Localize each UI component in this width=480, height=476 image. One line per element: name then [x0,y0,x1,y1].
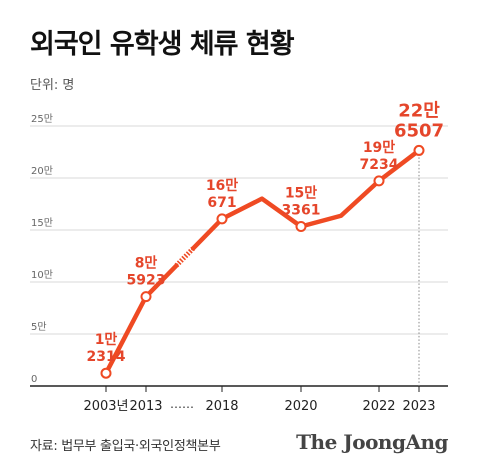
data-point [413,144,425,156]
y-tick-label: 20만 [31,165,53,177]
data-point [295,221,307,233]
series-break-segment [174,246,195,268]
data-label: 19만 [363,140,395,156]
data-label: 22만 [398,100,440,121]
data-label: 3361 [282,203,321,219]
x-tick-label: 2022 [362,399,395,414]
data-label: 6507 [394,120,444,141]
chart-title: 외국인 유학생 체류 현황 [30,29,295,60]
source-note: 자료: 법무부 출입국·외국인정책본부 [30,439,221,454]
data-label: 8만 [135,256,158,272]
series-line [143,263,179,299]
data-point [216,213,228,225]
series-line [103,294,149,376]
data-label: 7234 [360,157,399,173]
x-tick-label: 2003년 [83,399,128,414]
data-label: 15만 [285,186,317,202]
series-line [219,148,422,229]
unit-label: 단위: 명 [30,78,75,93]
data-label: 16만 [206,178,238,194]
data-point [373,175,385,187]
y-tick-label: 5만 [31,321,47,333]
x-tick-label: 2023 [402,399,435,414]
data-label: 671 [207,195,236,211]
x-tick-label: 2013 [129,399,162,414]
y-tick-label: 10만 [31,269,53,281]
x-tick-label: 2018 [205,399,238,414]
x-axis-break-marker: …… [170,397,194,411]
series-line [190,216,225,251]
y-tick-label: 0 [31,374,37,385]
publisher-logo: The JoongAng [296,430,448,454]
data-point [140,291,152,303]
y-tick-label: 15만 [31,217,53,229]
y-tick-label: 25만 [31,113,53,125]
x-tick-label: 2020 [284,399,317,414]
data-label: 5923 [127,273,166,289]
data-label: 1만 [95,332,118,348]
data-point [100,367,112,379]
data-label: 2314 [87,349,126,365]
